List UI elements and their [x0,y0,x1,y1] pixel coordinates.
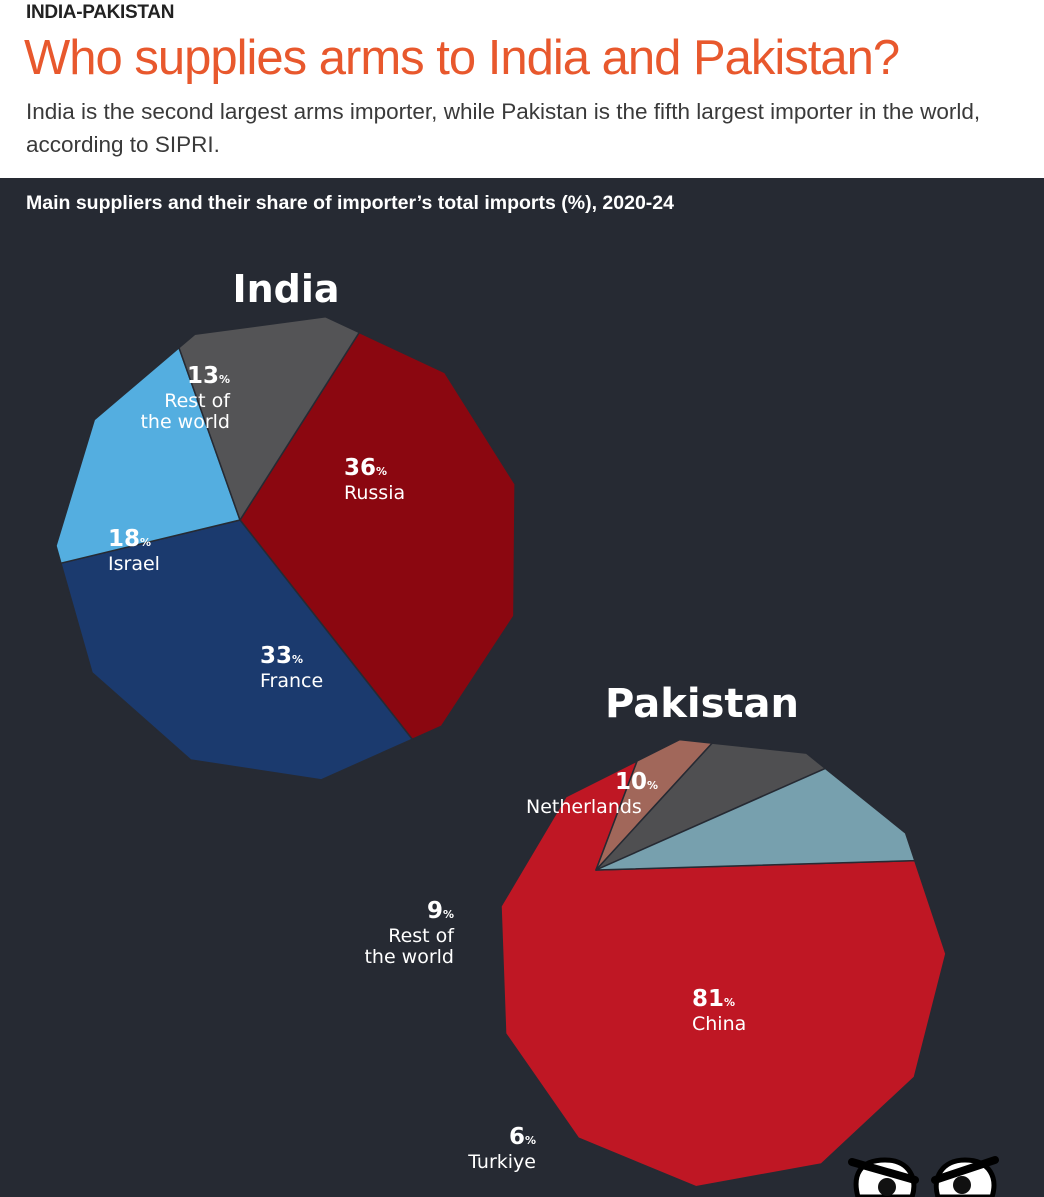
pakistan-slice-netherlands [595,767,916,871]
india-slice-rest-of-the-world [178,315,360,521]
india-label-rest-of-the-world-0: Rest of [164,390,231,412]
india-chart-title: India [232,267,339,311]
pakistan-label-china: China [692,1013,746,1035]
india-label-russia: Russia [344,482,405,504]
india-label-rest-of-the-world-1: the world [140,411,230,433]
pakistan-label-rest-of-the-world-0: Rest of [388,925,455,947]
pakistan-label-netherlands: Netherlands [526,796,642,818]
kicker: INDIA-PAKISTAN [26,2,175,23]
india-slice-russia [239,331,516,741]
panel-title: Main suppliers and their share of import… [26,192,674,214]
pakistan-value-netherlands: 10% [615,769,658,795]
india-value-israel: 18% [108,526,151,552]
india-value-rest-of-the-world: 13% [187,363,230,389]
india-label-france: France [260,670,323,692]
header: INDIA-PAKISTAN Who supplies arms to Indi… [0,0,1044,178]
pakistan-value-china: 81% [692,986,735,1012]
india-chart: India 36%Russia 33%France 18%Israel 13%Rest… [55,267,516,781]
angry-eyes-icon [848,1156,999,1197]
pakistan-slice-china [500,760,947,1188]
pakistan-value-turkiye: 6% [509,1124,536,1150]
india-value-france: 33% [260,643,303,669]
pakistan-value-rest-of-the-world: 9% [427,898,454,924]
pakistan-chart-title: Pakistan [605,681,799,727]
pakistan-label-turkiye: Turkiye [467,1151,536,1173]
headline: Who supplies arms to India and Pakistan? [24,31,900,85]
subtitle: India is the second largest arms importe… [26,99,981,157]
india-value-russia: 36% [344,455,387,481]
india-label-israel: Israel [108,553,160,575]
pakistan-label-rest-of-the-world-1: the world [364,946,454,968]
